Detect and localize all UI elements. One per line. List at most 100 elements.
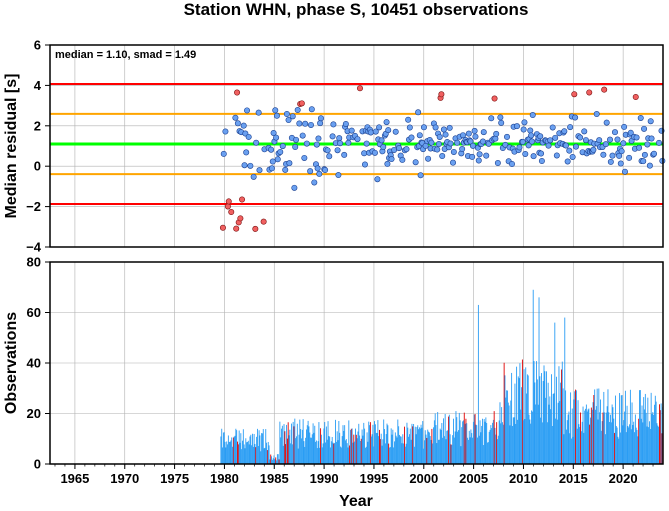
residual-point (220, 150, 227, 157)
observation-bar (363, 422, 365, 464)
observation-bar (617, 436, 619, 464)
observation-bar (369, 425, 371, 464)
observation-bar (540, 417, 542, 464)
y-tick-label: 0 (34, 457, 41, 472)
residual-point (405, 116, 412, 123)
observation-bar (570, 392, 572, 464)
residual-point (274, 156, 281, 163)
observation-bar (484, 421, 486, 464)
residual-point (633, 134, 640, 141)
residual-point (296, 120, 303, 127)
residual-point (416, 132, 423, 139)
observation-bar (478, 435, 480, 464)
observation-bar (305, 429, 307, 464)
median-smad-annotation: median = 1.10, smad = 1.49 (55, 49, 196, 61)
residual-point (450, 148, 457, 155)
residual-point (572, 143, 579, 150)
residual-point (553, 152, 560, 159)
observation-bar (338, 421, 340, 464)
observation-bar (433, 427, 434, 464)
observation-bar (593, 395, 595, 464)
residual-point (459, 132, 466, 139)
residual-point (571, 91, 578, 98)
observation-bar (586, 411, 588, 464)
observation-bar (490, 425, 492, 464)
observation-bar (551, 425, 553, 464)
residual-point (513, 123, 520, 130)
observation-bar (486, 423, 488, 464)
observation-bar (391, 434, 393, 464)
observation-bar (557, 402, 559, 464)
observation-bar (458, 430, 459, 464)
observation-bar (317, 441, 319, 464)
residual-point (616, 152, 623, 159)
residual-point (447, 140, 454, 147)
observation-bar (362, 435, 364, 464)
observation-bar (530, 423, 532, 464)
observation-bar (320, 428, 322, 464)
observation-bar (380, 433, 382, 464)
observation-bar (429, 436, 431, 464)
residual-point (272, 107, 279, 114)
observation-bar (551, 374, 552, 464)
observation-bar (497, 435, 499, 464)
residual-point (632, 93, 639, 100)
observation-bar (323, 428, 325, 464)
observation-bar (507, 390, 508, 464)
observation-bar (240, 433, 242, 464)
observation-bar (406, 422, 408, 464)
observation-bar (616, 427, 618, 464)
observation-bar (264, 447, 266, 464)
observation-bar (614, 395, 616, 464)
observation-bar (624, 411, 626, 464)
observation-bar (330, 441, 332, 464)
observation-bar (330, 447, 331, 464)
y-tick-label: 20 (27, 406, 41, 421)
observation-bar (550, 409, 552, 464)
observation-bar (378, 436, 380, 464)
observation-bars (220, 289, 664, 464)
residual-point (283, 111, 290, 118)
residual-point (356, 85, 363, 92)
observation-bar (433, 420, 435, 464)
observation-bar (579, 427, 581, 464)
observation-bar (636, 429, 638, 464)
observation-bar (613, 418, 615, 464)
observation-bar (467, 439, 469, 464)
residual-point (317, 115, 324, 122)
observation-bar (432, 443, 434, 464)
observation-bar (357, 431, 359, 464)
observation-bar (225, 447, 227, 464)
observation-bar (639, 390, 641, 464)
observation-bar (442, 437, 444, 464)
observation-bar (232, 446, 233, 464)
observation-bar (563, 434, 565, 464)
observation-bar (622, 425, 624, 464)
observation-bar (238, 430, 240, 464)
observation-bar (485, 417, 487, 464)
observation-bar (394, 432, 396, 464)
observation-bar (403, 443, 405, 464)
observation-bar (523, 369, 525, 464)
observation-bar (389, 447, 391, 464)
observation-bar (226, 441, 228, 464)
observation-bar (292, 421, 294, 464)
observation-bar (526, 374, 528, 464)
observation-bar (386, 423, 388, 464)
observation-bar (468, 430, 470, 464)
observation-bar (600, 430, 602, 464)
residual-point (348, 127, 355, 134)
observation-bar (541, 373, 542, 464)
residual-plot-frame (49, 44, 664, 248)
observation-bar (580, 412, 582, 464)
residual-point (636, 144, 643, 151)
observation-bar (261, 433, 263, 464)
observation-bar (222, 432, 224, 464)
observation-bar (262, 429, 264, 464)
observation-bar (337, 440, 339, 464)
observation-bar (282, 445, 284, 464)
observation-bar (342, 425, 344, 464)
observation-bar (494, 427, 496, 464)
observation-bar (633, 421, 635, 464)
observation-bar (472, 421, 474, 464)
